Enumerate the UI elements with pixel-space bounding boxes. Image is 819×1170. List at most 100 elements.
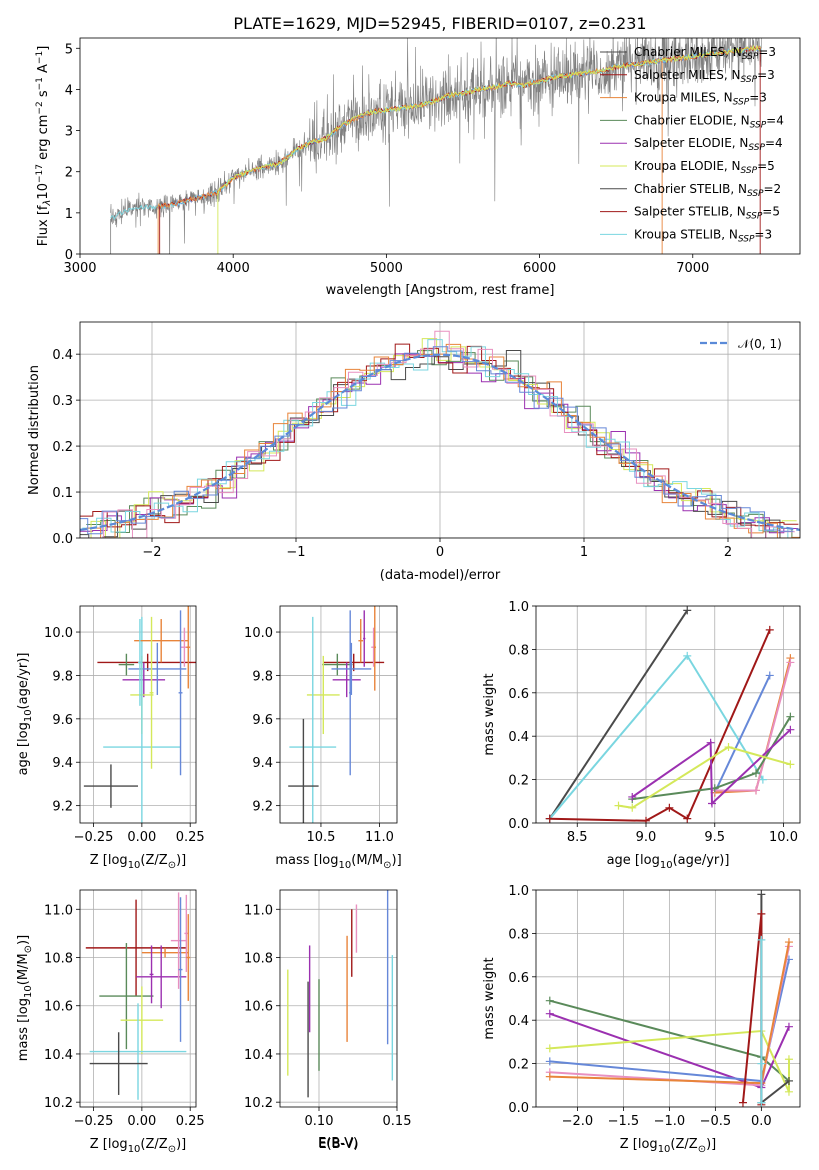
plot-area [80,890,196,1107]
label-part: Chabrier ELODIE, N [634,113,750,127]
y-tick-label: 10.6 [44,1000,73,1015]
y-tick-label: 10.2 [244,1096,273,1111]
y-tick-label: 10.6 [244,1000,273,1015]
x-tick-label: −2 [142,545,161,560]
x-tick-label: 9.5 [704,830,725,845]
plot-area [280,606,397,823]
x-tick-label: 0.00 [127,830,156,845]
axes-2: −0.25 0.00 0.259.29.49.69.810.0Z [log10(Z/… [16,605,205,871]
x-tick-label: 0.25 [176,830,205,845]
y-tick-label: 5 [65,42,73,57]
y-tick-label: 0 [65,248,73,263]
y-tick-label: 1.0 [508,884,529,899]
label-part: =3 [754,227,772,241]
label-part: −1 [35,51,45,64]
label-part: (age/yr)] [673,853,730,868]
label-part: mass [log [275,853,338,868]
label-part: =2 [764,182,782,196]
label-part: 10 [128,860,141,871]
axes-0: 3000 4000 5000 6000 7000 0 1 2 3 4 5 PLATE=1629, MJ… [35,14,801,298]
plot-area [536,606,800,823]
mass-weight-point [784,1076,793,1085]
x-tick-label: 0.0 [751,1114,772,1129]
label-part: =4 [766,113,784,127]
x-axis-label: E(B-V) [318,1136,358,1151]
y-tick-label: 9.6 [252,713,273,728]
x-tick-label: 1 [580,545,588,560]
label-part: Flux [f [36,205,51,246]
x-tick-label: 0 [436,545,444,560]
mass-weight-series-line [713,674,771,794]
y-tick-label: 0.3 [52,394,73,409]
label-part: (M/M [16,953,31,985]
label-part: A [36,64,51,77]
mass-weight-series-line [742,913,763,1105]
x-axis-label: age [log10(age/yr)] [607,853,730,871]
x-tick-label: 3000 [63,261,96,276]
x-tick-label: −0.25 [74,1114,114,1129]
y-tick-label: 10.8 [44,952,73,967]
label-part: Kroupa STELIB, N [634,227,738,241]
label-part: )] [16,935,31,945]
y-tick-label: 0.4 [52,348,73,363]
label-part: SSP [748,143,765,153]
mass-weight-point [752,769,760,778]
mass-weight-point [724,743,733,752]
mass-weight-point [757,935,766,944]
label-part: SSP [741,75,758,85]
y-tick-label: 1.0 [508,600,529,615]
x-tick-label: 11.0 [365,830,394,845]
label-part: =4 [765,136,783,150]
mass-weight-point [665,803,674,812]
y-axis-label: mass [log10(M/M⊙)] [16,935,34,1061]
label-part: )] [176,853,186,868]
x-tick-label: −2.0 [562,1114,594,1129]
mass-weight-point [545,1057,554,1066]
axes-6: 0.10 0.15 10.2 10.4 10.6 10.8 11.0 E(B-V) [244,889,411,1152]
y-tick-label: 10.4 [44,1048,73,1063]
legend-entry: Salpeter MILES, NSSP=3 [634,68,775,85]
x-axis-label: mass [log10(M/M⊙)] [275,853,401,871]
label-part: ⊙ [168,860,176,871]
label-part: )] [392,853,402,868]
legend-entry: Chabrier ELODIE, NSSP=4 [634,113,784,130]
mass-weight-point [614,801,623,810]
mass-weight-series-line [549,1029,790,1093]
x-tick-label: 8.5 [567,830,588,845]
label-part: SSP [746,212,763,222]
y-tick-label: 0.2 [508,1058,529,1073]
label-part: )] [706,1137,716,1152]
label-part: 10 [128,1144,141,1155]
label-part: Chabrier MILES, N [634,45,742,59]
axes-frame [279,605,398,824]
axes-4: 8.5 9.0 9.5 10.0 0.0 0.2 0.4 0.6 0.8 1.0 age [log1… [482,600,801,871]
x-tick-label: 2 [724,545,732,560]
mass-weight-point [545,1044,554,1053]
axes-frame [79,321,801,539]
y-axis-label: Flux [fλ10−17 erg cm−2 s−1 A−1] [35,46,53,247]
y-tick-label: 0.0 [52,532,73,547]
x-tick-label: −0.25 [74,830,114,845]
mass-weight-point [738,1098,747,1107]
label-part: Salpeter MILES, N [634,68,741,82]
mass-weight-point [683,814,692,823]
y-tick-label: 0.0 [508,817,529,832]
y-tick-label: 0.4 [508,730,529,745]
plot-area [536,890,800,1107]
mass-weight-series-line [548,609,689,820]
axes-frame [79,889,197,1108]
label-part: SSP [750,120,767,130]
x-tick-label: 0.10 [305,1114,334,1129]
y-tick-label: 10.2 [44,1096,73,1111]
mass-weight-point [784,1087,793,1096]
mass-weight-point [545,814,554,823]
mass-weight-point [784,1055,793,1064]
mass-weight-series-line [714,657,792,794]
label-part: λ [42,200,53,207]
label-part: ⊙ [168,1144,176,1155]
residual-histogram-series [80,346,794,535]
mass-weight-point [628,792,637,801]
label-part: (Z/Z [670,1137,697,1152]
mass-weight-point [757,890,766,899]
legend-entry: Kroupa ELODIE, NSSP=5 [634,159,775,176]
